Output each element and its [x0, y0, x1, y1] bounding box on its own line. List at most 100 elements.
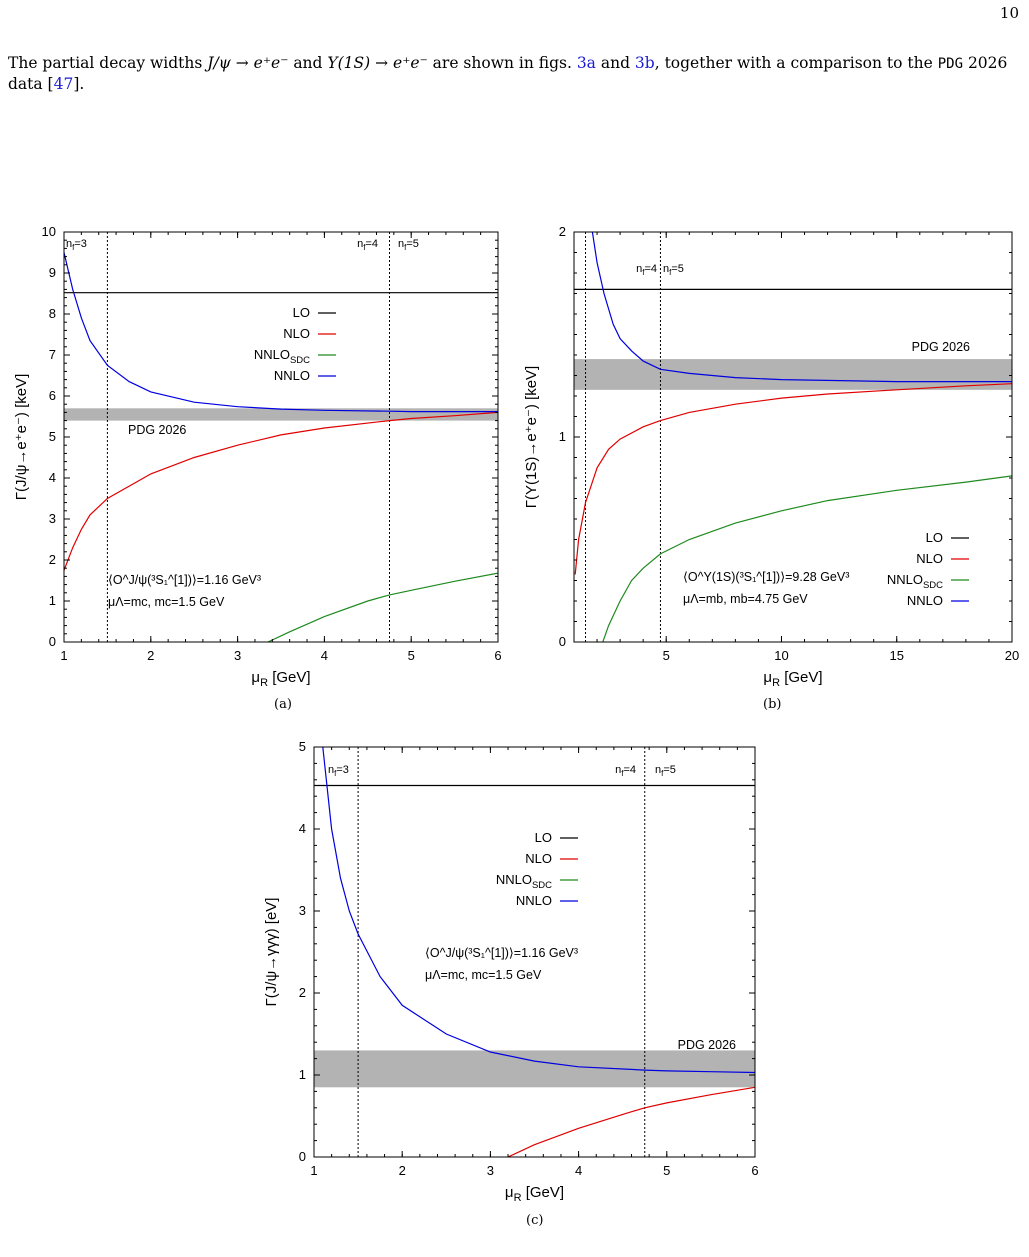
series-nnlo-sdc — [602, 475, 1012, 642]
intro-paragraph: The partial decay widths J/ψ → e⁺e⁻ and … — [8, 53, 1020, 94]
legend-label-nnlo-sdc: NNLOSDC — [496, 872, 552, 891]
intro-text-7: ]. — [73, 75, 85, 93]
pdg-band-label: PDG 2026 — [912, 340, 970, 354]
series-nnlo — [322, 747, 755, 1074]
y-tick-label: 1 — [49, 593, 56, 608]
y-tick-label: 2 — [49, 552, 56, 567]
intro-eq-jpsi: J/ψ → e⁺e⁻ — [207, 54, 289, 72]
threshold-label: nf=5 — [655, 764, 676, 778]
y-tick-label: 0 — [299, 1149, 306, 1164]
intro-text-3: are shown in figs. — [427, 54, 577, 72]
x-axis-label: μR [GeV] — [505, 1184, 564, 1204]
legend-label-nlo: NLO — [916, 551, 943, 566]
legend-label-lo: LO — [535, 830, 552, 845]
curves — [64, 252, 498, 642]
x-tick-label: 4 — [575, 1163, 582, 1178]
pdg-band — [314, 1050, 755, 1088]
intro-text-2: and — [288, 54, 328, 72]
pdg-band — [574, 359, 1012, 390]
legend-label-nnlo: NNLO — [907, 593, 943, 608]
y-tick-label: 9 — [49, 265, 56, 280]
annotation-line: μΛ=mc, mc=1.5 GeV — [425, 968, 542, 982]
citation-47[interactable]: 47 — [53, 75, 74, 93]
figure-3b-chart: PDG 2026 nf=4 nf=5 5 10 15 20 0 1 2 μR [GeV] Γ(Υ(1S… — [523, 224, 1019, 689]
y-tick-label: 2 — [559, 224, 566, 239]
pdg-band-label: PDG 2026 — [128, 423, 186, 437]
series-nlo — [574, 383, 1012, 575]
fig-ref-3b[interactable]: 3b — [634, 54, 655, 72]
y-tick-label: 1 — [299, 1067, 306, 1082]
threshold-label: nf=5 — [663, 263, 684, 277]
series-nnlo — [591, 232, 1012, 383]
y-tick-label: 3 — [49, 511, 56, 526]
annotation-line: μΛ=mc, mc=1.5 GeV — [108, 595, 225, 609]
x-tick-label: 5 — [663, 648, 670, 663]
series-nlo — [64, 411, 498, 571]
legend-label-nnlo: NNLO — [274, 368, 310, 383]
threshold-label: nf=4 — [357, 238, 378, 252]
y-tick-label: 7 — [49, 347, 56, 362]
x-tick-label: 2 — [147, 648, 154, 663]
x-tick-label: 3 — [234, 648, 241, 663]
y-tick-label: 2 — [299, 985, 306, 1000]
figure-3c-caption: (c) — [526, 1213, 544, 1228]
pdg-label: PDG — [937, 56, 964, 72]
intro-text-1: The partial decay widths — [8, 54, 208, 72]
x-axis-label: μR [GeV] — [251, 669, 310, 689]
legend-label-lo: LO — [293, 305, 310, 320]
x-tick-label: 6 — [751, 1163, 758, 1178]
x-tick-label: 5 — [663, 1163, 670, 1178]
y-tick-label: 5 — [299, 739, 306, 754]
legend-label-lo: LO — [926, 530, 943, 545]
intro-text-4: and — [595, 54, 635, 72]
legend-label-nnlo-sdc: NNLOSDC — [887, 572, 943, 591]
plot-frame — [313, 746, 756, 1158]
y-tick-label: 4 — [299, 821, 306, 836]
figure-3b-caption: (b) — [763, 697, 782, 712]
intro-text-5: , together with a comparison to the — [654, 54, 938, 72]
series-nlo — [507, 1086, 755, 1157]
series-nnlo — [64, 252, 498, 413]
series-nnlo-sdc — [267, 572, 498, 642]
intro-text-6: 2026 data [ — [8, 54, 1008, 93]
threshold-label: nf=4 — [615, 764, 636, 778]
y-tick-label: 6 — [49, 388, 56, 403]
legend-label-nlo: NLO — [525, 851, 552, 866]
y-tick-label: 5 — [49, 429, 56, 444]
annotation-line: ⟨O^J/ψ(³S₁^[1])⟩=1.16 GeV³ — [425, 946, 578, 960]
x-tick-label: 6 — [494, 648, 501, 663]
intro-eq-upsilon: Υ(1S) → e⁺e⁻ — [327, 54, 428, 72]
legend-label-nnlo: NNLO — [516, 893, 552, 908]
y-tick-label: 0 — [559, 634, 566, 649]
x-tick-label: 1 — [60, 648, 67, 663]
pdg-band-label: PDG 2026 — [678, 1038, 736, 1052]
y-tick-label: 0 — [49, 634, 56, 649]
y-tick-label: 10 — [42, 224, 56, 239]
y-axis-label: Γ(Υ(1S)→e⁺e⁻) [keV] — [523, 366, 540, 508]
x-tick-label: 15 — [890, 648, 904, 663]
y-tick-label: 1 — [559, 429, 566, 444]
x-tick-label: 20 — [1005, 648, 1019, 663]
x-tick-label: 4 — [321, 648, 328, 663]
legend-label-nnlo-sdc: NNLOSDC — [254, 347, 310, 366]
legend-label-nlo: NLO — [283, 326, 310, 341]
curves — [574, 232, 1012, 642]
x-tick-label: 1 — [310, 1163, 317, 1178]
threshold-label: nf=4 — [636, 263, 657, 277]
figure-3a-caption: (a) — [274, 697, 292, 712]
y-tick-label: 8 — [49, 306, 56, 321]
annotation-line: μΛ=mb, mb=4.75 GeV — [683, 592, 808, 606]
y-axis-label: Γ(J/ψ→γγγ) [eV] — [263, 898, 280, 1007]
threshold-label: nf=3 — [66, 238, 87, 252]
threshold-label: nf=3 — [328, 764, 349, 778]
pdg-band — [64, 408, 498, 421]
x-tick-label: 5 — [408, 648, 415, 663]
annotation-line: ⟨O^J/ψ(³S₁^[1])⟩=1.16 GeV³ — [108, 573, 261, 587]
x-tick-label: 10 — [774, 648, 788, 663]
curves — [314, 747, 755, 1157]
threshold-label: nf=5 — [398, 238, 419, 252]
page-number: 10 — [999, 4, 1019, 22]
fig-ref-3a[interactable]: 3a — [576, 54, 596, 72]
